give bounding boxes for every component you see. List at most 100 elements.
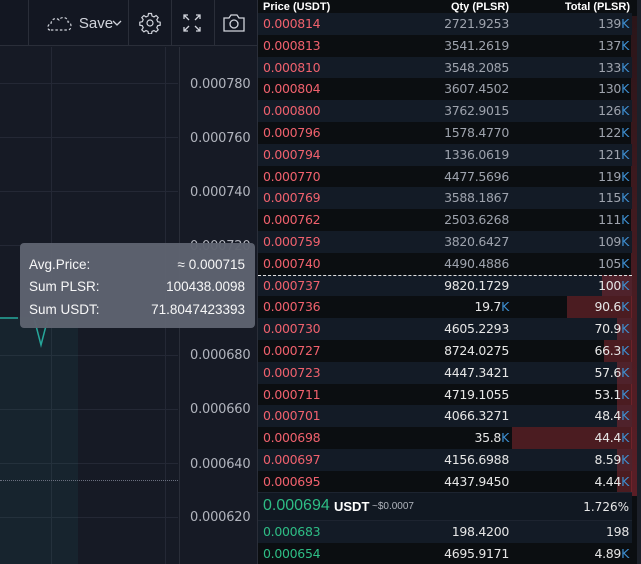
total-value: 121 (598, 146, 622, 162)
thousand-suffix: K (621, 103, 629, 119)
price-axis-label: 0.000780 (190, 77, 251, 92)
save-menu-button[interactable] (108, 6, 126, 40)
row-total: 122K (598, 125, 629, 140)
qty-value: 198.4200 (451, 524, 510, 539)
last-price: 0.000694 (263, 497, 330, 514)
toolbar-divider (171, 0, 172, 46)
last-price-row[interactable]: 0.000694 USDT ~$0.0007 1.726% (258, 492, 632, 521)
grid-line (0, 191, 178, 192)
settings-button[interactable] (132, 6, 168, 40)
row-price: 0.000737 (263, 277, 321, 293)
save-label: Save (78, 14, 114, 32)
qty-value: 2721.9253 (444, 16, 509, 31)
ask-row[interactable]: 0.000695 4437.9450 4.44K (258, 470, 632, 493)
thousand-suffix: K (621, 342, 629, 358)
grid-line (0, 409, 178, 410)
depth-bar (617, 318, 632, 340)
qty-value: 4066.3271 (444, 408, 509, 424)
ask-row[interactable]: 0.000762 2503.6268 111K (258, 209, 632, 231)
toolbar-divider (214, 0, 215, 46)
thousand-suffix: K (621, 364, 629, 380)
ask-row[interactable]: 0.000723 4447.3421 57.6K (258, 361, 632, 384)
scrollbar[interactable] (637, 0, 641, 564)
row-total: 105K (598, 256, 629, 271)
row-qty: 8724.0275 (444, 343, 509, 358)
row-total: 8.59K (594, 452, 629, 467)
ask-row[interactable]: 0.000698 35.8K 44.4K (258, 427, 632, 449)
row-total: 4.89K (594, 546, 629, 561)
total-value: 48.4 (594, 408, 622, 424)
fullscreen-button[interactable] (174, 6, 210, 40)
thousand-suffix: K (621, 37, 629, 53)
depth-bar (617, 405, 632, 428)
row-price: 0.000727 (263, 342, 321, 358)
ask-row[interactable]: 0.000804 3607.4502 130K (258, 78, 632, 100)
depth-bar (617, 448, 632, 471)
row-qty: 3588.1867 (444, 190, 509, 205)
price-axis-label: 0.000740 (190, 185, 251, 200)
bid-rows: 0.000683 198.4200 198 0.000654 4695.9171 4.89… (258, 521, 641, 564)
ask-row[interactable]: 0.000736 19.7K 90.6K (258, 296, 632, 319)
total-value: 4.44 (594, 473, 622, 489)
header-price: Price (USDT) (263, 1, 331, 13)
ask-row[interactable]: 0.000770 4477.5696 119K (258, 166, 632, 188)
total-value: 4.89 (594, 545, 622, 561)
thousand-suffix: K (621, 16, 629, 31)
total-value: 130 (598, 81, 622, 97)
total-value: 70.9 (594, 321, 622, 337)
thousand-suffix: K (621, 299, 629, 315)
ask-row[interactable]: 0.000711 4719.1055 53.1K (258, 383, 632, 406)
row-total: 109K (598, 234, 629, 249)
ask-row[interactable]: 0.000727 8724.0275 66.3K (258, 339, 632, 362)
qty-value: 8724.0275 (444, 342, 509, 358)
ask-row[interactable]: 0.000813 3541.2619 137K (258, 35, 632, 57)
row-qty: 4066.3271 (444, 408, 509, 423)
ask-row[interactable]: 0.000800 3762.9015 126K (258, 100, 632, 122)
row-total: 44.4K (594, 430, 629, 445)
row-total: 57.6K (594, 365, 629, 380)
ask-row[interactable]: 0.000769 3588.1867 115K (258, 187, 632, 210)
ask-row[interactable]: 0.000759 3820.6427 109K (258, 230, 632, 253)
ask-row[interactable]: 0.000730 4605.2293 70.9K (258, 318, 632, 340)
save-button[interactable]: Save (36, 6, 124, 40)
qty-value: 4477.5696 (444, 168, 509, 184)
row-total: 53.1K (594, 387, 629, 402)
row-price: 0.000814 (263, 16, 321, 31)
row-price: 0.000740 (263, 255, 321, 271)
row-qty: 19.7K (474, 299, 509, 314)
total-value: 111 (598, 212, 622, 228)
row-qty: 1578.4770 (444, 125, 509, 140)
ask-row[interactable]: 0.000810 3548.2085 133K (258, 56, 632, 79)
ask-row[interactable]: 0.000794 1336.0619 121K (258, 143, 632, 166)
ask-row[interactable]: 0.000737 9820.1729 100K (258, 274, 632, 297)
header-total: Total (PLSR) (564, 1, 630, 13)
thousand-suffix: K (621, 81, 629, 97)
toolbar-divider (128, 0, 129, 46)
row-qty: 4156.6988 (444, 452, 509, 467)
total-value: 137 (598, 37, 622, 53)
bid-depth-area (0, 317, 78, 564)
tooltip-value: 100438.0098 (166, 279, 245, 295)
row-qty: 3607.4502 (444, 81, 509, 96)
total-value: 100 (598, 277, 622, 293)
bid-row[interactable]: 0.000654 4695.9171 4.89K (258, 543, 632, 564)
ask-row[interactable]: 0.000814 2721.9253 139K (258, 13, 632, 35)
screenshot-button[interactable] (217, 6, 251, 40)
thousand-suffix: K (621, 277, 629, 293)
bid-row[interactable]: 0.000683 198.4200 198 (258, 521, 632, 543)
total-value: 119 (598, 168, 622, 184)
fullscreen-icon (182, 13, 202, 33)
ask-row[interactable]: 0.000697 4156.6988 8.59K (258, 448, 632, 471)
qty-value: 1578.4770 (444, 124, 509, 140)
row-price: 0.000698 (263, 430, 321, 446)
ask-row[interactable]: 0.000701 4066.3271 48.4K (258, 405, 632, 428)
row-price: 0.000762 (263, 212, 321, 228)
tooltip-label: Sum USDT: (29, 301, 100, 317)
total-value: 133 (598, 59, 622, 75)
price-axis[interactable]: 0.000780 0.000760 0.000740 0.000720 0.00… (179, 47, 257, 564)
row-qty: 4695.9171 (444, 546, 509, 561)
row-qty: 4605.2293 (444, 321, 509, 336)
grid-line (0, 83, 178, 84)
ask-row[interactable]: 0.000740 4490.4886 105K (258, 253, 632, 275)
ask-row[interactable]: 0.000796 1578.4770 122K (258, 122, 632, 144)
